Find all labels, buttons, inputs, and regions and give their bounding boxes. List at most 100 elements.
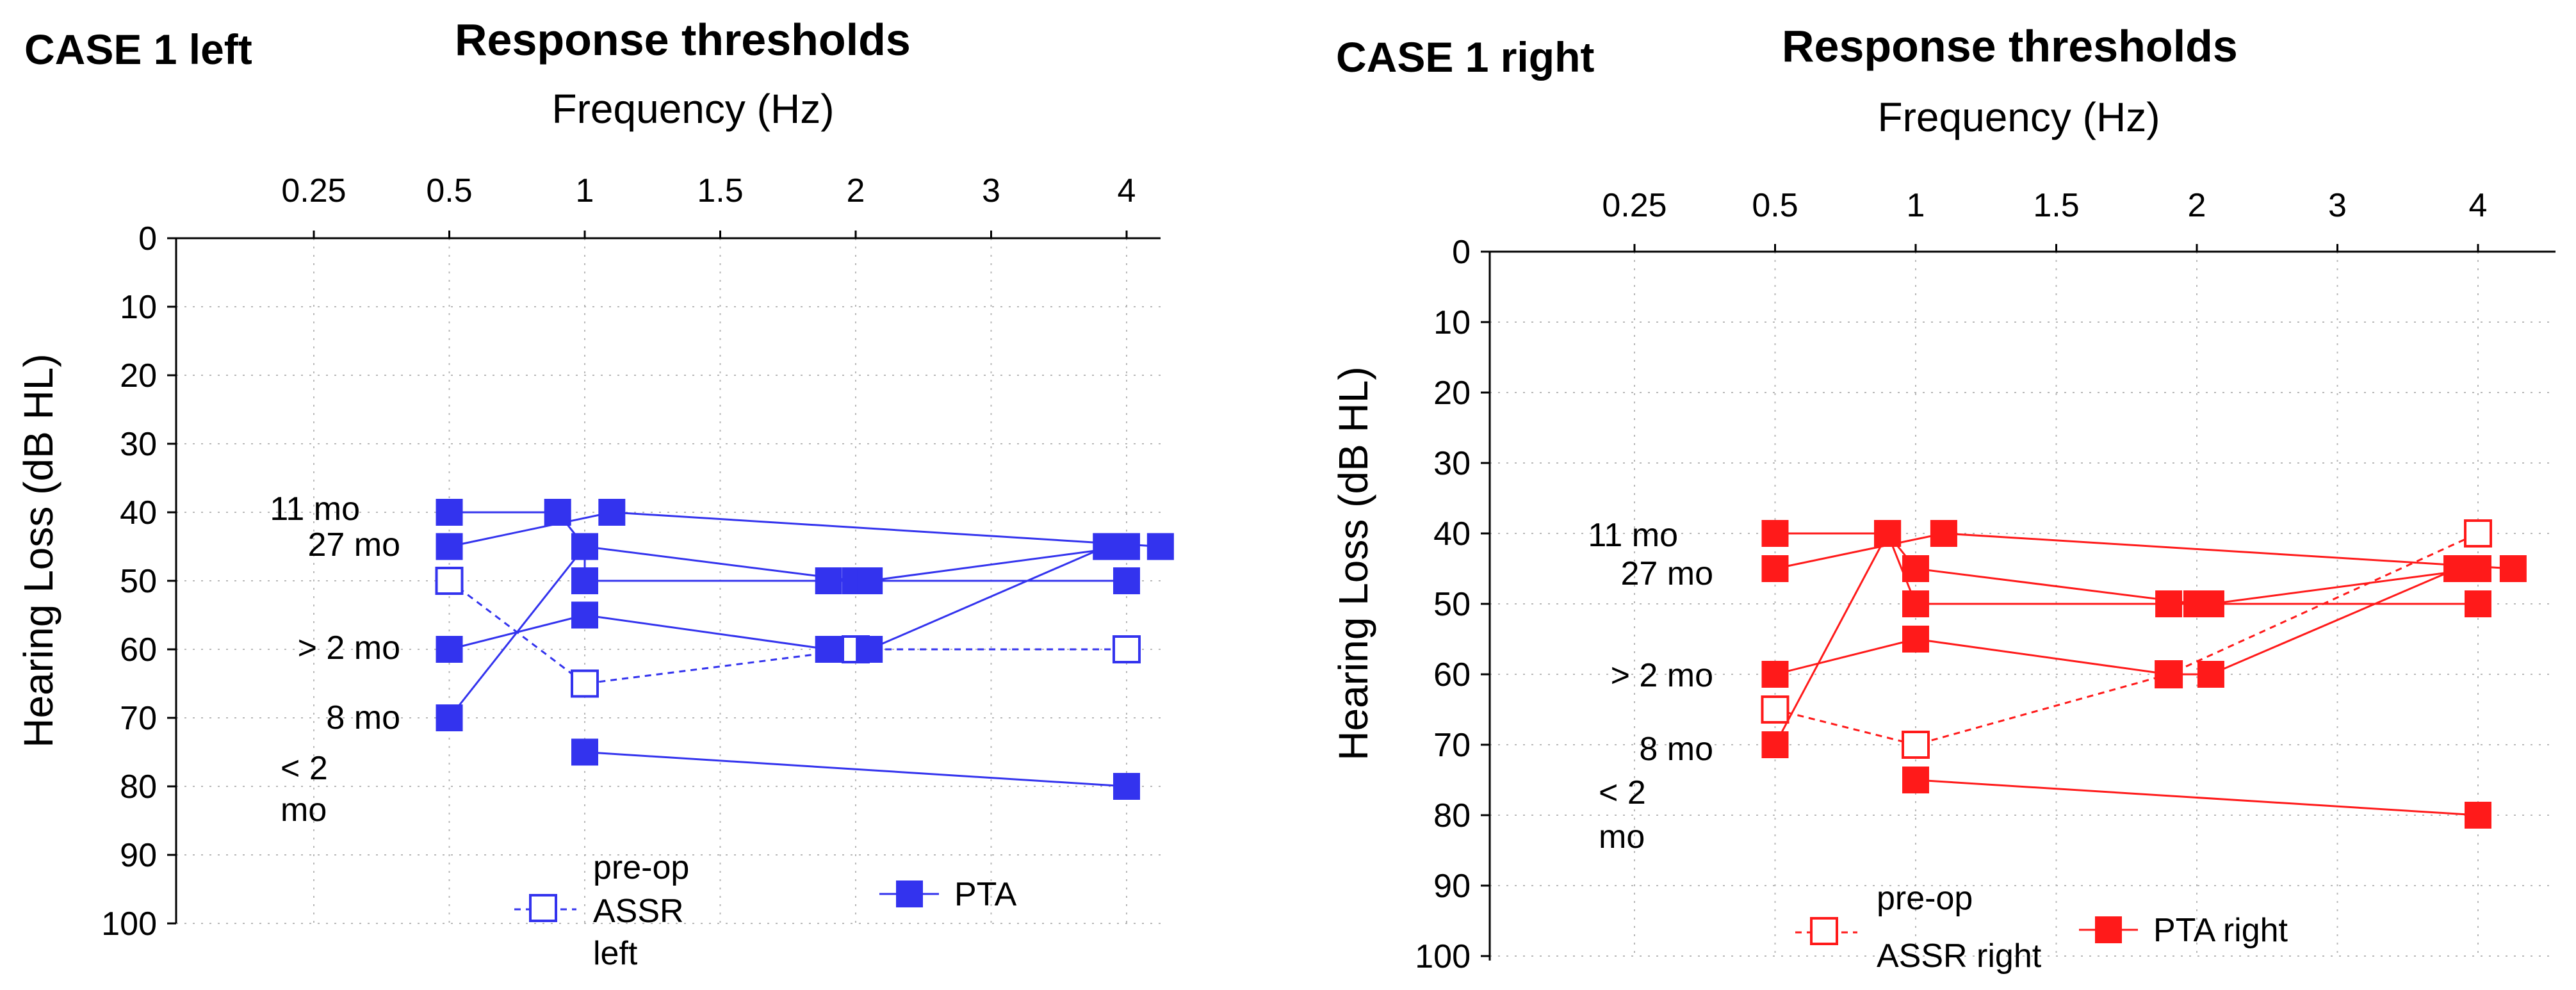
x-axis-label-right: Frequency (Hz) <box>1878 94 2160 140</box>
chart-title-right: Response thresholds <box>1782 21 2238 71</box>
annotation-11mo-left: 11 mo <box>270 491 360 528</box>
legend-assr-right-line2: ASSR right <box>1877 937 2042 975</box>
right-legend: pre-op ASSR right PTA right <box>1795 880 2288 975</box>
x-tick-label: 4 <box>1118 172 1136 209</box>
y-axis-label-right: Hearing Loss (dB HL) <box>1330 366 1376 760</box>
y-tick-label: 90 <box>1433 868 1471 905</box>
data-point-marker <box>436 636 463 663</box>
x-tick-label: 2 <box>2188 187 2206 224</box>
series-line <box>584 751 1127 788</box>
x-tick-label: 3 <box>982 172 1000 209</box>
data-point-marker <box>598 499 626 526</box>
data-point-marker <box>2155 590 2183 617</box>
data-point-marker <box>1761 695 1789 724</box>
data-point-marker <box>1902 731 1930 759</box>
left-legend: pre-op ASSR left PTA <box>514 849 1017 972</box>
data-point-marker <box>1902 590 1929 617</box>
data-point-marker <box>2465 555 2491 582</box>
legend-pta-right-label: PTA right <box>2153 912 2288 949</box>
y-tick-label: 20 <box>120 357 157 394</box>
left-x-ticks: 0.25 0.5 1 1.5 2 3 4 <box>281 172 1136 238</box>
series-line <box>1915 779 2479 816</box>
data-point-marker <box>1113 533 1140 560</box>
y-tick-label: 0 <box>1452 234 1471 271</box>
x-tick-label: 1.5 <box>2033 187 2079 224</box>
series-line <box>1774 531 2479 745</box>
annotation-27mo-right: 27 mo <box>1620 555 1713 592</box>
x-tick-label: 3 <box>2328 187 2347 224</box>
data-point-marker <box>1761 555 1789 582</box>
annotation-lt2-left: < 2 <box>281 750 328 787</box>
right-y-ticks: 0 10 20 30 40 50 60 70 80 90 100 <box>1415 234 1490 975</box>
legend-pta-right-marker <box>2095 916 2122 943</box>
x-tick-label: 0.5 <box>426 172 472 209</box>
right-series <box>1761 519 2527 829</box>
data-point-marker <box>2465 802 2491 829</box>
data-point-marker <box>1146 533 1174 560</box>
legend-assr-left-line2: ASSR <box>593 893 684 930</box>
data-point-marker <box>1761 731 1789 758</box>
data-point-marker <box>571 601 598 629</box>
annotation-8mo-right: 8 mo <box>1639 731 1713 768</box>
case-title-left: CASE 1 left <box>24 26 252 73</box>
y-axis-label-left: Hearing Loss (dB HL) <box>15 353 61 747</box>
data-point-marker <box>435 567 464 595</box>
data-point-marker <box>1902 626 1929 653</box>
data-point-marker <box>2499 555 2527 582</box>
y-tick-label: 30 <box>1433 445 1471 482</box>
data-point-marker <box>2155 661 2183 688</box>
x-axis-label-left: Frequency (Hz) <box>552 86 835 132</box>
x-tick-label: 2 <box>847 172 865 209</box>
data-point-marker <box>1930 520 1957 547</box>
data-point-marker <box>1874 520 1902 547</box>
data-point-marker <box>1902 555 1929 582</box>
x-tick-label: 4 <box>2469 187 2488 224</box>
data-point-marker <box>2465 590 2491 617</box>
data-point-marker <box>2197 661 2224 688</box>
left-panel: CASE 1 left Response thresholds Frequenc… <box>15 15 1174 972</box>
y-tick-label: 40 <box>120 494 157 532</box>
annotation-8mo-left: 8 mo <box>326 699 400 736</box>
x-tick-label: 1.5 <box>697 172 743 209</box>
series-line <box>448 580 1127 685</box>
annotation-27mo-left: 27 mo <box>307 526 400 564</box>
legend-pta-left-label: PTA <box>954 876 1017 913</box>
left-series <box>435 499 1174 800</box>
series-line <box>1775 532 2479 746</box>
x-tick-label: 0.25 <box>1602 187 1667 224</box>
y-tick-label: 60 <box>120 631 157 669</box>
data-point-marker <box>436 533 463 560</box>
data-point-marker <box>856 636 883 663</box>
y-tick-label: 90 <box>120 837 157 874</box>
y-tick-label: 80 <box>1433 797 1471 834</box>
y-tick-label: 0 <box>138 220 157 257</box>
y-tick-label: 50 <box>120 563 157 600</box>
series-line <box>448 544 1127 718</box>
data-point-marker <box>856 567 883 594</box>
annotation-mo-right: mo <box>1599 818 1645 856</box>
right-gridlines <box>1490 252 2556 957</box>
legend-assr-right-line1: pre-op <box>1877 880 1973 917</box>
x-tick-label: 1 <box>1907 187 1925 224</box>
legend-pta-left-marker <box>896 880 923 907</box>
left-y-ticks: 0 10 20 30 40 50 60 70 80 90 100 <box>101 220 176 943</box>
y-tick-label: 80 <box>120 768 157 806</box>
y-tick-label: 20 <box>1433 375 1471 412</box>
annotation-lt2-right: < 2 <box>1599 774 1646 811</box>
x-tick-label: 0.25 <box>281 172 346 209</box>
right-x-ticks: 0.25 0.5 1 1.5 2 3 4 <box>1602 187 2487 252</box>
y-tick-label: 70 <box>120 700 157 737</box>
case-title-right: CASE 1 right <box>1336 33 1594 81</box>
y-tick-label: 10 <box>1433 304 1471 341</box>
y-tick-label: 60 <box>1433 656 1471 694</box>
data-point-marker <box>815 636 842 663</box>
annotation-gt2mo-left: > 2 mo <box>298 629 400 667</box>
data-point-marker <box>571 738 598 766</box>
data-point-marker <box>2464 519 2492 548</box>
data-point-marker <box>571 533 598 560</box>
data-point-marker <box>544 499 571 526</box>
chart-title-left: Response thresholds <box>455 15 911 65</box>
annotation-gt2mo-right: > 2 mo <box>1611 657 1713 694</box>
annotation-11mo-right: 11 mo <box>1588 517 1678 554</box>
data-point-marker <box>815 567 842 594</box>
